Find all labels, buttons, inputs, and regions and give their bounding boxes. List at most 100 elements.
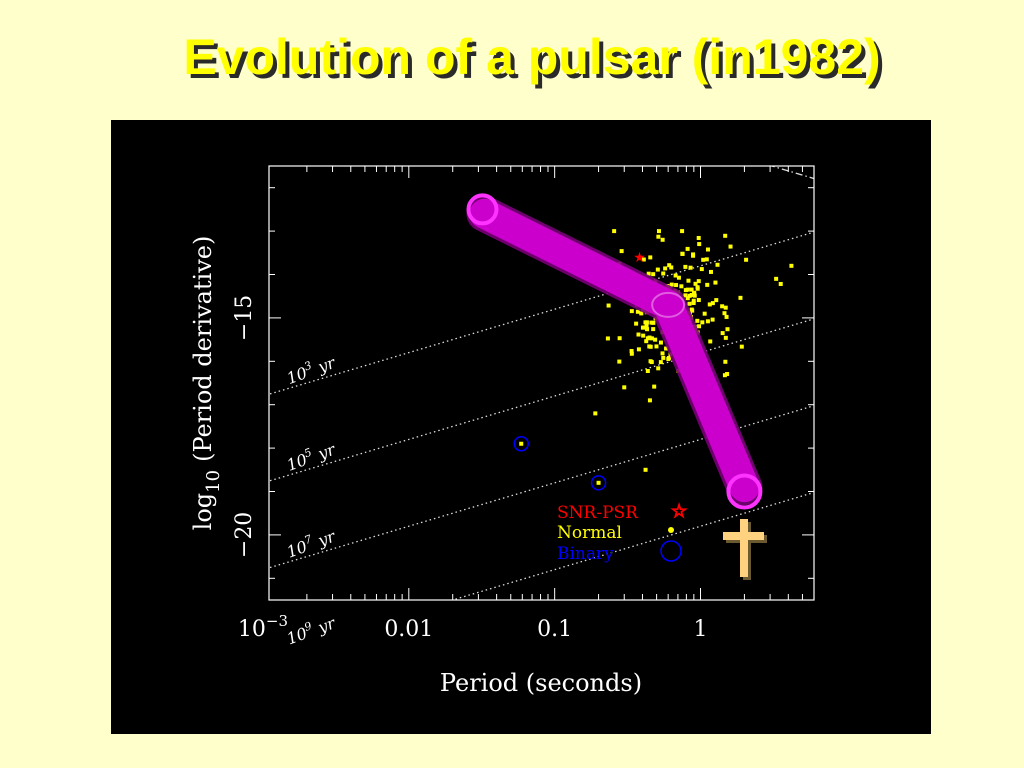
normal-pulsar-point	[607, 304, 611, 308]
normal-pulsar-point	[648, 255, 652, 259]
legend-label-binary: Binary	[557, 544, 614, 564]
x-tick-label: 10−3	[238, 612, 288, 642]
normal-pulsar-point	[680, 252, 684, 256]
normal-pulsar-point	[620, 249, 624, 253]
normal-pulsar-point	[661, 271, 665, 275]
chart-panel: 1012Gauss1010Gauss108Gauss103yr105yr107y…	[111, 120, 931, 734]
normal-pulsar-point	[649, 321, 653, 325]
legend-circle-icon	[661, 541, 681, 561]
normal-pulsar-point	[612, 229, 616, 233]
normal-pulsar-point	[686, 279, 690, 283]
normal-pulsar-point	[789, 264, 793, 268]
normal-pulsar-point	[691, 252, 695, 256]
normal-pulsar-point	[697, 242, 701, 246]
legend-star-icon: ☆	[671, 501, 687, 521]
normal-pulsar-point	[701, 258, 705, 262]
normal-pulsar-point	[697, 298, 701, 302]
normal-pulsar-point	[637, 347, 641, 351]
normal-pulsar-point	[697, 236, 701, 240]
normal-pulsar-point	[740, 345, 744, 349]
normal-pulsar-point	[723, 360, 727, 364]
normal-pulsar-point	[661, 238, 665, 242]
normal-pulsar-point	[617, 360, 621, 364]
normal-pulsar-point	[618, 336, 622, 340]
normal-pulsar-point	[656, 268, 660, 272]
normal-pulsar-point	[645, 327, 649, 331]
grave-cross-icon	[723, 519, 767, 580]
normal-pulsar-point	[686, 288, 690, 292]
normal-pulsar-point	[724, 336, 728, 340]
normal-pulsar-point	[711, 318, 715, 322]
legend-label-snr-psr: SNR-PSR	[557, 503, 639, 523]
normal-pulsar-point	[729, 245, 733, 249]
normal-pulsar-point	[744, 258, 748, 262]
normal-pulsar-point	[711, 301, 715, 305]
normal-pulsar-point	[706, 247, 710, 251]
x-axis-title: Period (seconds)	[440, 669, 642, 697]
field-line	[240, 120, 843, 187]
normal-pulsar-point	[661, 351, 665, 355]
normal-pulsar-point	[774, 277, 778, 281]
x-tick-label: 0.01	[384, 617, 433, 642]
normal-pulsar-point	[720, 304, 724, 308]
snr-psr-point: ★	[633, 249, 646, 265]
ppdot-chart: 1012Gauss1010Gauss108Gauss103yr105yr107y…	[111, 120, 931, 734]
normal-pulsar-point	[706, 319, 710, 323]
normal-pulsar-point	[644, 339, 648, 343]
normal-pulsar-point	[705, 283, 709, 287]
normal-pulsar-point	[650, 360, 654, 364]
normal-pulsar-point	[646, 369, 650, 373]
normal-pulsar-point	[716, 263, 720, 267]
normal-pulsar-point	[666, 357, 670, 361]
normal-pulsar-point	[648, 398, 652, 402]
normal-pulsar-point	[654, 344, 658, 348]
normal-pulsar-point	[651, 272, 655, 276]
normal-pulsar-point	[680, 229, 684, 233]
normal-pulsar-point	[705, 257, 709, 261]
normal-pulsar-point	[651, 327, 655, 331]
normal-pulsar-point	[721, 331, 725, 335]
normal-pulsar-point	[622, 385, 626, 389]
normal-pulsar-point	[703, 312, 707, 316]
normal-pulsar-point	[630, 309, 634, 313]
y-axis-title-prefix: log	[189, 493, 217, 531]
y-tick-label: −15	[232, 295, 257, 341]
normal-pulsar-point	[659, 341, 663, 345]
normal-pulsar-point	[725, 315, 729, 319]
normal-pulsar-point	[687, 302, 691, 306]
age-line-label: 107 yr	[283, 524, 338, 561]
normal-pulsar-point	[708, 339, 712, 343]
normal-pulsar-point	[686, 247, 690, 251]
normal-pulsar-point	[722, 311, 726, 315]
normal-pulsar-point	[663, 266, 667, 270]
legend: SNR-PSR ☆ Normal Binary	[557, 501, 687, 564]
normal-pulsar-point	[690, 308, 694, 312]
normal-pulsar-point	[519, 442, 523, 446]
normal-pulsar-point	[659, 360, 663, 364]
y-axis-title-rest: (Period derivative)	[189, 236, 217, 462]
normal-pulsar-point	[653, 338, 657, 342]
normal-pulsar-point	[709, 270, 713, 274]
normal-pulsar-point	[634, 322, 638, 326]
normal-pulsar-point	[700, 320, 704, 324]
slide-title: Evolution of a pulsar (in1982)	[0, 28, 1024, 86]
legend-dot-icon	[668, 527, 674, 533]
normal-pulsar-point	[656, 366, 660, 370]
normal-pulsar-point	[656, 235, 660, 239]
x-tick-label: 0.1	[537, 617, 572, 642]
normal-pulsar-point	[738, 296, 742, 300]
normal-pulsar-point	[630, 349, 634, 353]
x-tick-label: 1	[694, 617, 708, 642]
normal-pulsar-point	[677, 276, 681, 280]
normal-pulsar-point	[724, 306, 728, 310]
age-line-label: 103 yr	[283, 351, 338, 388]
age-line-label: 109 yr	[283, 611, 338, 648]
normal-pulsar-point	[597, 481, 601, 485]
normal-pulsar-point	[694, 282, 698, 286]
normal-pulsar-point	[723, 234, 727, 238]
normal-pulsar-point	[697, 324, 701, 328]
normal-pulsar-point	[593, 411, 597, 415]
y-axis-title: log10 (Period derivative)	[189, 236, 224, 531]
normal-pulsar-point	[700, 267, 704, 271]
normal-pulsar-point	[641, 334, 645, 338]
